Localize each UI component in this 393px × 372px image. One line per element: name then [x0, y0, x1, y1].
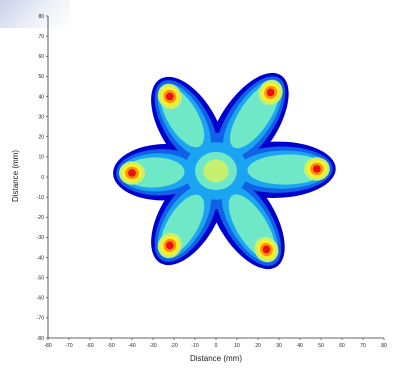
x-tick-label: -70 [65, 343, 72, 349]
x-tick-label: -50 [107, 343, 114, 349]
x-tick-label: -20 [170, 343, 177, 349]
x-tick-label: -30 [149, 343, 156, 349]
y-tick-label: 80 [38, 14, 44, 20]
x-tick-label: 40 [297, 343, 303, 349]
x-tick-label: -40 [128, 343, 135, 349]
y-tick-label: -20 [37, 215, 44, 221]
y-axis-ticks: -80 -70 -60 -50 -40 -30 -20 -10 0 10 20 30 40 50 60 70 8… [37, 14, 48, 342]
y-tick-label: 30 [38, 114, 44, 120]
y-tick-label: -70 [37, 316, 44, 322]
x-tick-label: 50 [318, 343, 324, 349]
y-tick-label: -60 [37, 296, 44, 302]
y-tick-label: -80 [37, 336, 44, 342]
y-axis-label: Distance (mm) [11, 150, 20, 202]
x-axis-ticks: -80 -70 -60 -50 -40 -30 -20 -10 0 10 20 30 40 50 60 70 8… [44, 338, 387, 349]
y-tick-label: 40 [38, 94, 44, 100]
contour-peak-region [262, 245, 271, 254]
contour-peak-region [165, 92, 174, 101]
y-tick-label: -10 [37, 195, 44, 201]
x-tick-label: 70 [360, 343, 366, 349]
x-tick-label: -10 [191, 343, 198, 349]
plot-area [113, 72, 336, 270]
corner-tint [0, 0, 70, 28]
axes: -80 -70 -60 -50 -40 -30 -20 -10 0 10 20 30 40 50 60 70 8… [37, 14, 387, 349]
y-tick-label: -50 [37, 275, 44, 281]
y-tick-label: -40 [37, 255, 44, 261]
y-tick-label: 10 [38, 155, 44, 161]
y-tick-label: 0 [41, 175, 44, 181]
x-tick-label: 60 [339, 343, 345, 349]
y-tick-label: 70 [38, 34, 44, 40]
x-tick-label: 30 [276, 343, 282, 349]
x-axis-label: Distance (mm) [190, 354, 242, 363]
contour-peak-region [312, 165, 321, 173]
x-tick-label: 20 [255, 343, 261, 349]
contour-peak-region [165, 241, 174, 250]
y-tick-label: 60 [38, 54, 44, 60]
y-tick-label: 20 [38, 135, 44, 141]
contour-peak-region [128, 169, 136, 177]
x-tick-label: 80 [381, 343, 387, 349]
x-tick-label: 10 [234, 343, 240, 349]
contour-level-band [128, 88, 321, 254]
contour-core-region [203, 159, 229, 183]
y-tick-label: -30 [37, 235, 44, 241]
x-tick-label: 0 [215, 343, 218, 349]
contour-peak-region [266, 88, 275, 97]
y-tick-label: 50 [38, 74, 44, 80]
x-tick-label: -60 [86, 343, 93, 349]
x-tick-label: -80 [44, 343, 51, 349]
